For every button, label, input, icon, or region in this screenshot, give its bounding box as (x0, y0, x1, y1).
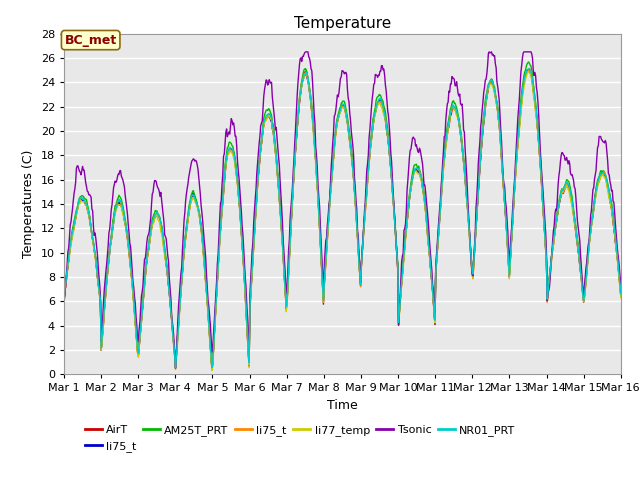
li75_t_o (208, 367, 216, 372)
AM25T_PRT (617, 289, 625, 295)
Line: li75_t: li75_t (64, 71, 621, 369)
Tsonic (412, 143, 419, 149)
NR01_PRT (428, 268, 435, 274)
AM25T_PRT (60, 294, 68, 300)
li77_temp (184, 217, 192, 223)
NR01_PRT (411, 166, 419, 171)
AirT (127, 271, 135, 277)
li75_t (617, 291, 625, 297)
li77_temp (208, 368, 216, 373)
AirT (70, 223, 78, 229)
NR01_PRT (172, 365, 179, 371)
li75_t_o (214, 264, 222, 270)
AirT (185, 211, 193, 217)
AirT (214, 264, 222, 269)
Line: AM25T_PRT: AM25T_PRT (64, 62, 621, 368)
NR01_PRT (185, 207, 193, 213)
AM25T_PRT (127, 271, 135, 277)
Tsonic (617, 281, 625, 287)
Line: AirT: AirT (64, 70, 621, 367)
li77_temp (411, 168, 419, 174)
li77_temp (428, 270, 435, 276)
li75_t (70, 222, 78, 228)
li77_temp (60, 298, 68, 303)
NR01_PRT (617, 291, 625, 297)
li77_temp (617, 295, 625, 300)
AM25T_PRT (411, 162, 419, 168)
Tsonic (60, 300, 68, 305)
li75_t_o (525, 66, 533, 72)
Line: NR01_PRT: NR01_PRT (64, 69, 621, 368)
li75_t (184, 216, 192, 221)
li75_t_o (411, 167, 419, 173)
li75_t (525, 68, 533, 73)
NR01_PRT (525, 66, 533, 72)
li75_t_o (70, 223, 78, 228)
Legend: AirT, li75_t, AM25T_PRT, li75_t, li77_temp, Tsonic, NR01_PRT: AirT, li75_t, AM25T_PRT, li75_t, li77_te… (81, 421, 520, 456)
li75_t_o (428, 270, 435, 276)
li75_t (411, 167, 419, 172)
li77_temp (70, 225, 78, 231)
NR01_PRT (70, 221, 78, 227)
Tsonic (428, 267, 436, 273)
X-axis label: Time: Time (327, 399, 358, 412)
AirT (60, 298, 68, 304)
AirT (525, 67, 532, 72)
Line: li77_temp: li77_temp (64, 72, 621, 371)
AM25T_PRT (428, 267, 435, 273)
li75_t (214, 264, 222, 270)
AM25T_PRT (525, 59, 532, 65)
AM25T_PRT (70, 218, 78, 224)
Text: BC_met: BC_met (65, 34, 117, 47)
li75_t_o (184, 216, 192, 222)
Tsonic (172, 365, 179, 371)
NR01_PRT (60, 295, 68, 301)
li75_t_o (617, 293, 625, 299)
li75_t (127, 271, 135, 277)
Title: Temperature: Temperature (294, 16, 391, 31)
li75_t_o (60, 298, 68, 303)
li75_t (60, 298, 68, 303)
li75_t (208, 366, 216, 372)
Line: Tsonic: Tsonic (64, 52, 621, 368)
Tsonic (70, 191, 78, 196)
AM25T_PRT (214, 260, 222, 265)
Line: li75_t_o: li75_t_o (64, 69, 621, 370)
AirT (172, 364, 179, 370)
li77_temp (127, 273, 135, 279)
li75_t (428, 270, 435, 276)
NR01_PRT (214, 264, 222, 269)
Y-axis label: Temperatures (C): Temperatures (C) (22, 150, 35, 258)
AirT (428, 271, 435, 276)
Tsonic (127, 255, 135, 261)
li75_t_o (127, 272, 135, 278)
Tsonic (214, 252, 222, 258)
AirT (617, 292, 625, 298)
Tsonic (302, 49, 310, 55)
Tsonic (185, 175, 193, 180)
AirT (411, 168, 419, 173)
li77_temp (525, 69, 532, 74)
AM25T_PRT (184, 213, 192, 218)
li77_temp (214, 266, 222, 272)
NR01_PRT (127, 269, 135, 275)
AM25T_PRT (208, 365, 216, 371)
